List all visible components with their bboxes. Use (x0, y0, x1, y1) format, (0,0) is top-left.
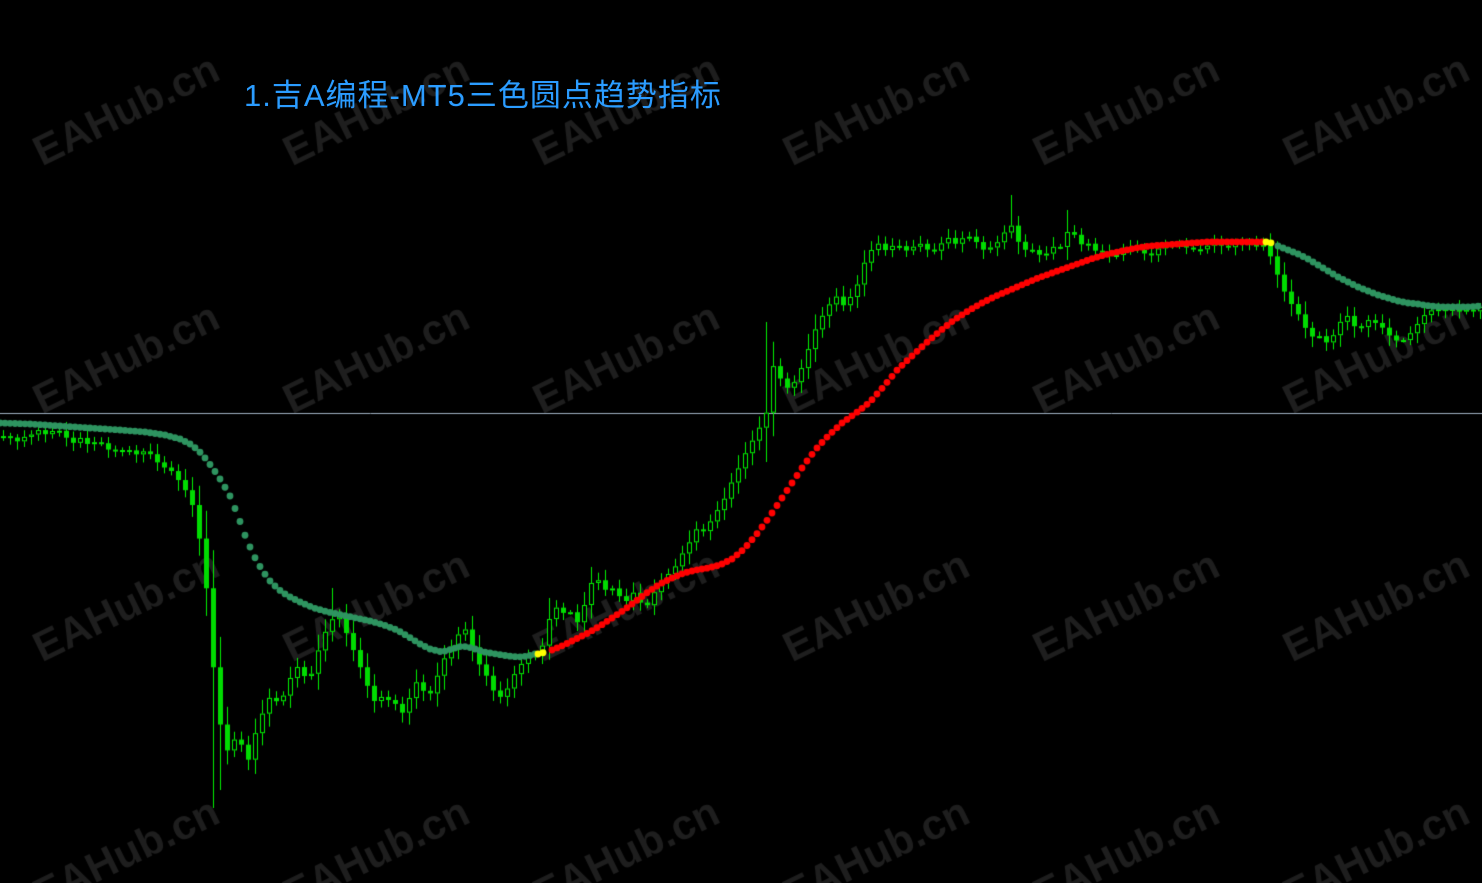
price-chart-canvas[interactable] (0, 0, 1482, 883)
mt5-chart-window: 1.吉A编程-MT5三色圆点趋势指标 (0, 0, 1482, 883)
